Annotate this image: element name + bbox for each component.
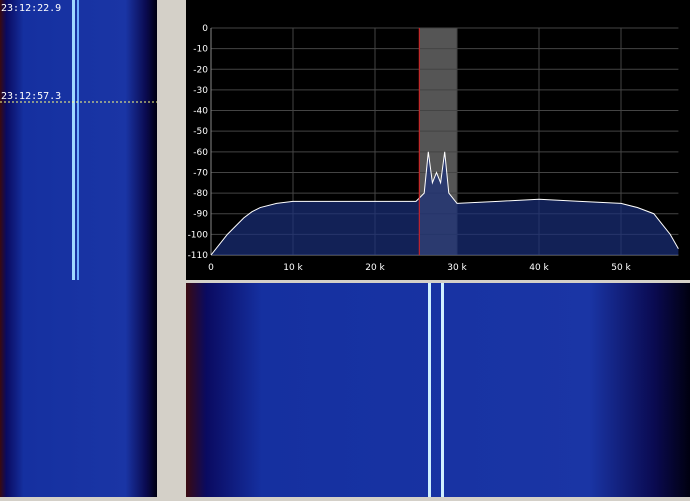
trace xyxy=(210,151,679,256)
x-tick-label: 0 xyxy=(208,263,214,273)
y-tick-label: -40 xyxy=(193,107,208,117)
y-tick-label: -110 xyxy=(188,251,209,261)
y-tick-label: -90 xyxy=(193,210,208,220)
y-tick-label: -60 xyxy=(193,148,208,158)
x-tick-label: 20 k xyxy=(365,263,385,273)
y-tick-label: -100 xyxy=(188,230,209,240)
splitter xyxy=(157,0,186,497)
y-tick-label: -10 xyxy=(193,45,208,55)
x-tick-label: 50 k xyxy=(611,263,631,273)
y-tick-label: -80 xyxy=(193,189,208,199)
timestamp: 23:12:57.3 xyxy=(1,91,61,102)
area xyxy=(211,151,679,255)
signal-trace xyxy=(428,283,431,497)
x-tick-label: 30 k xyxy=(447,263,467,273)
y-tick-label: -70 xyxy=(193,168,208,178)
timestamp: 23:12:22.9 xyxy=(1,3,61,14)
y-tick-label: -20 xyxy=(193,65,208,75)
y-tick-label: -50 xyxy=(193,127,208,137)
signal-trace xyxy=(441,283,444,497)
signal-trace xyxy=(77,0,79,280)
waterfall-main xyxy=(186,283,690,497)
splitter xyxy=(186,280,690,283)
y-tick-label: -30 xyxy=(193,86,208,96)
x-tick-label: 40 k xyxy=(529,263,549,273)
signal-trace xyxy=(72,0,75,280)
x-tick-label: 10 k xyxy=(283,263,303,273)
y-tick-label: 0 xyxy=(202,24,208,34)
